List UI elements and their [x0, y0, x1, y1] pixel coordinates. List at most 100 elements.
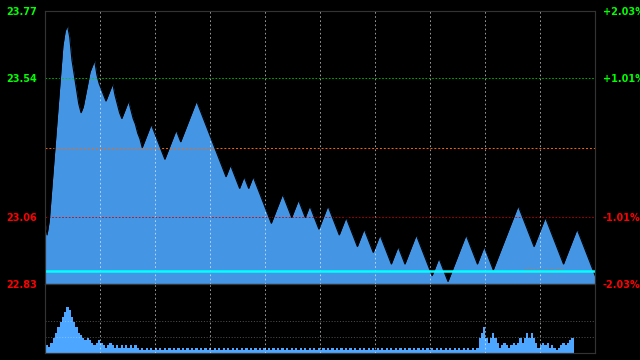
Bar: [293, 350, 295, 353]
Bar: [447, 350, 449, 353]
Bar: [92, 343, 93, 353]
Bar: [572, 338, 573, 353]
Text: sina.com: sina.com: [524, 266, 564, 275]
Bar: [411, 350, 413, 353]
Bar: [223, 348, 225, 353]
Bar: [193, 350, 195, 353]
Bar: [51, 343, 52, 353]
Bar: [170, 350, 173, 353]
Bar: [392, 350, 395, 353]
Bar: [218, 348, 220, 353]
Bar: [57, 328, 60, 353]
Bar: [413, 348, 415, 353]
Bar: [467, 348, 470, 353]
Bar: [345, 348, 347, 353]
Bar: [136, 348, 139, 353]
Bar: [102, 345, 105, 353]
Bar: [363, 348, 365, 353]
Bar: [241, 348, 243, 353]
Bar: [340, 348, 342, 353]
Bar: [336, 348, 338, 353]
Bar: [458, 348, 460, 353]
Bar: [180, 350, 182, 353]
Bar: [214, 348, 216, 353]
Bar: [77, 333, 80, 353]
Bar: [386, 348, 388, 353]
Bar: [454, 348, 456, 353]
Bar: [492, 333, 495, 353]
Bar: [308, 348, 311, 353]
Bar: [383, 350, 386, 353]
Bar: [479, 338, 481, 353]
Bar: [48, 347, 51, 353]
Bar: [182, 348, 184, 353]
Bar: [401, 350, 404, 353]
Bar: [155, 348, 157, 353]
Bar: [216, 350, 218, 353]
Bar: [84, 340, 86, 353]
Bar: [273, 348, 275, 353]
Bar: [52, 338, 55, 353]
Bar: [175, 350, 177, 353]
Bar: [71, 317, 73, 353]
Bar: [415, 350, 417, 353]
Bar: [367, 348, 370, 353]
Bar: [46, 345, 48, 353]
Bar: [139, 350, 141, 353]
Bar: [529, 338, 531, 353]
Bar: [189, 350, 191, 353]
Bar: [96, 343, 98, 353]
Bar: [304, 348, 307, 353]
Bar: [107, 345, 109, 353]
Bar: [184, 350, 186, 353]
Bar: [245, 348, 248, 353]
Bar: [372, 348, 374, 353]
Bar: [248, 350, 250, 353]
Bar: [105, 348, 107, 353]
Bar: [370, 350, 372, 353]
Bar: [291, 348, 293, 353]
Bar: [488, 343, 490, 353]
Bar: [227, 348, 229, 353]
Bar: [266, 350, 268, 353]
Bar: [134, 345, 136, 353]
Bar: [311, 350, 313, 353]
Bar: [420, 350, 422, 353]
Bar: [470, 350, 472, 353]
Bar: [152, 350, 155, 353]
Bar: [349, 348, 352, 353]
Bar: [449, 348, 451, 353]
Bar: [177, 348, 180, 353]
Bar: [531, 333, 533, 353]
Bar: [510, 345, 513, 353]
Bar: [277, 348, 279, 353]
Bar: [533, 338, 535, 353]
Bar: [404, 348, 406, 353]
Bar: [243, 350, 245, 353]
Bar: [508, 348, 510, 353]
Bar: [250, 348, 252, 353]
Bar: [465, 350, 467, 353]
Bar: [356, 350, 358, 353]
Bar: [483, 328, 485, 353]
Bar: [209, 348, 211, 353]
Bar: [76, 328, 77, 353]
Bar: [451, 350, 454, 353]
Bar: [55, 333, 57, 353]
Bar: [352, 350, 354, 353]
Bar: [517, 343, 519, 353]
Bar: [252, 350, 254, 353]
Bar: [279, 350, 282, 353]
Bar: [397, 350, 399, 353]
Bar: [159, 348, 161, 353]
Bar: [519, 338, 522, 353]
Bar: [73, 323, 76, 353]
Bar: [399, 348, 401, 353]
Bar: [164, 348, 166, 353]
Bar: [288, 350, 291, 353]
Bar: [381, 348, 383, 353]
Bar: [567, 343, 569, 353]
Bar: [270, 350, 273, 353]
Bar: [109, 343, 111, 353]
Bar: [264, 348, 266, 353]
